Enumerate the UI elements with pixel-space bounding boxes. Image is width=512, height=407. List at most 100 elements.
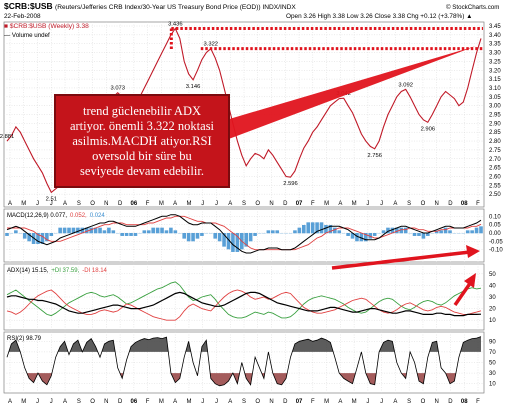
- macd-histogram-bar: [133, 233, 138, 236]
- macd-histogram-bar: [448, 230, 452, 234]
- x-tick-label-bottom: S: [407, 399, 411, 405]
- macd-histogram-bar: [93, 227, 98, 234]
- adx-legend-item: ADX(14) 15.15,: [7, 268, 49, 274]
- macd-histogram-bar: [443, 227, 448, 234]
- x-tick-label-bottom: A: [228, 399, 232, 405]
- y-tick-label-rsi: 10: [489, 382, 496, 388]
- macd-histogram-bar: [151, 227, 155, 234]
- macd-arrow-shaft: [331, 250, 471, 270]
- y-tick-label-adx: 30: [489, 295, 496, 301]
- macd-histogram-bar: [434, 230, 439, 234]
- x-tick-label-price: O: [90, 201, 95, 207]
- x-tick-label-price: S: [77, 201, 81, 207]
- macd-histogram-bar: [275, 230, 280, 234]
- x-tick-label-price: J: [201, 201, 204, 207]
- y-tick-label-adx: 40: [489, 283, 496, 289]
- symbol-description: (Reuters/Jefferies CRB Index/30-Year US …: [55, 4, 296, 11]
- macd-arrow-head: [466, 245, 480, 258]
- x-tick-label-price: A: [63, 201, 67, 207]
- macd-histogram-bar: [120, 233, 124, 236]
- macd-histogram-bar: [200, 233, 204, 236]
- adx-legend-item: +DI 37.59,: [51, 268, 79, 274]
- macd-histogram-bar: [359, 233, 364, 242]
- y-tick-label-macd: 0.00: [489, 231, 501, 237]
- adx-arrow-shaft: [453, 281, 473, 306]
- price-data-label: 3.073: [110, 86, 125, 92]
- price-data-label: 3.092: [398, 82, 413, 88]
- x-tick-label-price: J: [380, 201, 383, 207]
- macd-histogram-bar: [395, 227, 399, 234]
- x-tick-label-price: A: [173, 201, 177, 207]
- macd-legend: MACD(12,26,9) 0.077, 0.052, 0.024: [7, 213, 105, 219]
- macd-histogram-bar: [319, 222, 324, 234]
- y-tick-label-adx: 10: [489, 318, 496, 324]
- macd-histogram-bar: [231, 233, 235, 252]
- macd-histogram-bar: [62, 227, 67, 234]
- macd-histogram-bar: [84, 227, 89, 234]
- adx-legend-item: -DI 18.14: [82, 268, 107, 274]
- macd-histogram-bar: [386, 227, 390, 234]
- x-tick-label-price: F: [146, 201, 150, 207]
- price-data-label: 2.596: [283, 181, 298, 187]
- macd-histogram-bar: [297, 227, 302, 234]
- x-tick-label-price: S: [242, 201, 246, 207]
- x-tick-label-bottom: M: [186, 399, 191, 405]
- macd-histogram-bar: [465, 230, 470, 234]
- macd-histogram-bar: [182, 233, 186, 239]
- x-tick-label-price: N: [104, 201, 108, 207]
- y-tick-label-price: 2.65: [489, 166, 501, 172]
- macd-histogram-bar: [350, 233, 355, 239]
- macd-histogram-bar: [155, 227, 160, 234]
- x-tick-label-price: M: [21, 201, 26, 207]
- price-data-label: 3.322: [204, 42, 219, 48]
- macd-histogram-bar: [399, 227, 404, 234]
- macd-histogram-bar: [58, 227, 62, 234]
- macd-histogram-bar: [36, 233, 40, 244]
- x-tick-label-price: 06: [131, 201, 138, 207]
- x-tick-label-price: D: [283, 201, 288, 207]
- y-tick-label-price: 3.00: [489, 104, 501, 110]
- macd-histogram-bar: [5, 233, 9, 236]
- rsi-oversold-fill: [26, 373, 456, 386]
- x-tick-label-bottom: N: [269, 399, 273, 405]
- x-tick-label-bottom: A: [63, 399, 67, 405]
- y-tick-label-macd: 0.10: [489, 214, 501, 220]
- macd-legend-item: MACD(12,26,9) 0.077,: [7, 213, 67, 219]
- macd-histogram-bar: [191, 233, 195, 242]
- x-tick-label-bottom: J: [50, 399, 53, 405]
- x-tick-label-price: N: [435, 201, 439, 207]
- macd-histogram-bar: [22, 233, 27, 239]
- y-tick-label-price: 2.80: [489, 139, 501, 145]
- x-tick-label-price: S: [407, 201, 411, 207]
- macd-histogram-bar: [160, 227, 164, 234]
- x-tick-label-bottom: D: [448, 399, 453, 405]
- y-tick-label-price: 2.70: [489, 157, 501, 163]
- y-tick-label-price: 3.20: [489, 68, 501, 74]
- macd-histogram-bar: [195, 233, 200, 239]
- price-data-label: 2.51: [46, 196, 57, 202]
- macd-histogram-bar: [372, 233, 377, 236]
- macd-histogram-bar: [417, 233, 421, 236]
- macd-histogram-bar: [67, 227, 71, 234]
- x-tick-label-bottom: A: [338, 399, 342, 405]
- x-tick-label-price: D: [118, 201, 123, 207]
- macd-histogram-bar: [146, 230, 151, 234]
- macd-histogram-bar: [306, 222, 311, 234]
- x-tick-label-bottom: M: [324, 399, 329, 405]
- macd-histogram-bar: [474, 227, 479, 234]
- price-data-label: 3.146: [186, 84, 201, 90]
- x-tick-label-bottom: N: [104, 399, 108, 405]
- x-tick-label-bottom: 08: [461, 399, 468, 405]
- macd-histogram-bar: [390, 227, 395, 234]
- macd-histogram-bar: [302, 225, 306, 234]
- x-axis-labels: A A M M J J J J A A S S O O N N D D 06 06 F F M M A A M M J J J J A A S S O O…: [8, 201, 480, 405]
- rsi-overbought-fill: [8, 336, 481, 352]
- x-tick-label-price: J: [36, 201, 39, 207]
- rsi-line: [6, 336, 482, 387]
- macd-histogram-bar: [14, 230, 18, 234]
- macd-histogram-bar: [45, 233, 49, 242]
- macd-histogram-bar: [328, 225, 333, 234]
- y-tick-label-rsi: 30: [489, 371, 496, 377]
- x-tick-label-bottom: J: [201, 399, 204, 405]
- x-tick-label-bottom: 06: [131, 399, 138, 405]
